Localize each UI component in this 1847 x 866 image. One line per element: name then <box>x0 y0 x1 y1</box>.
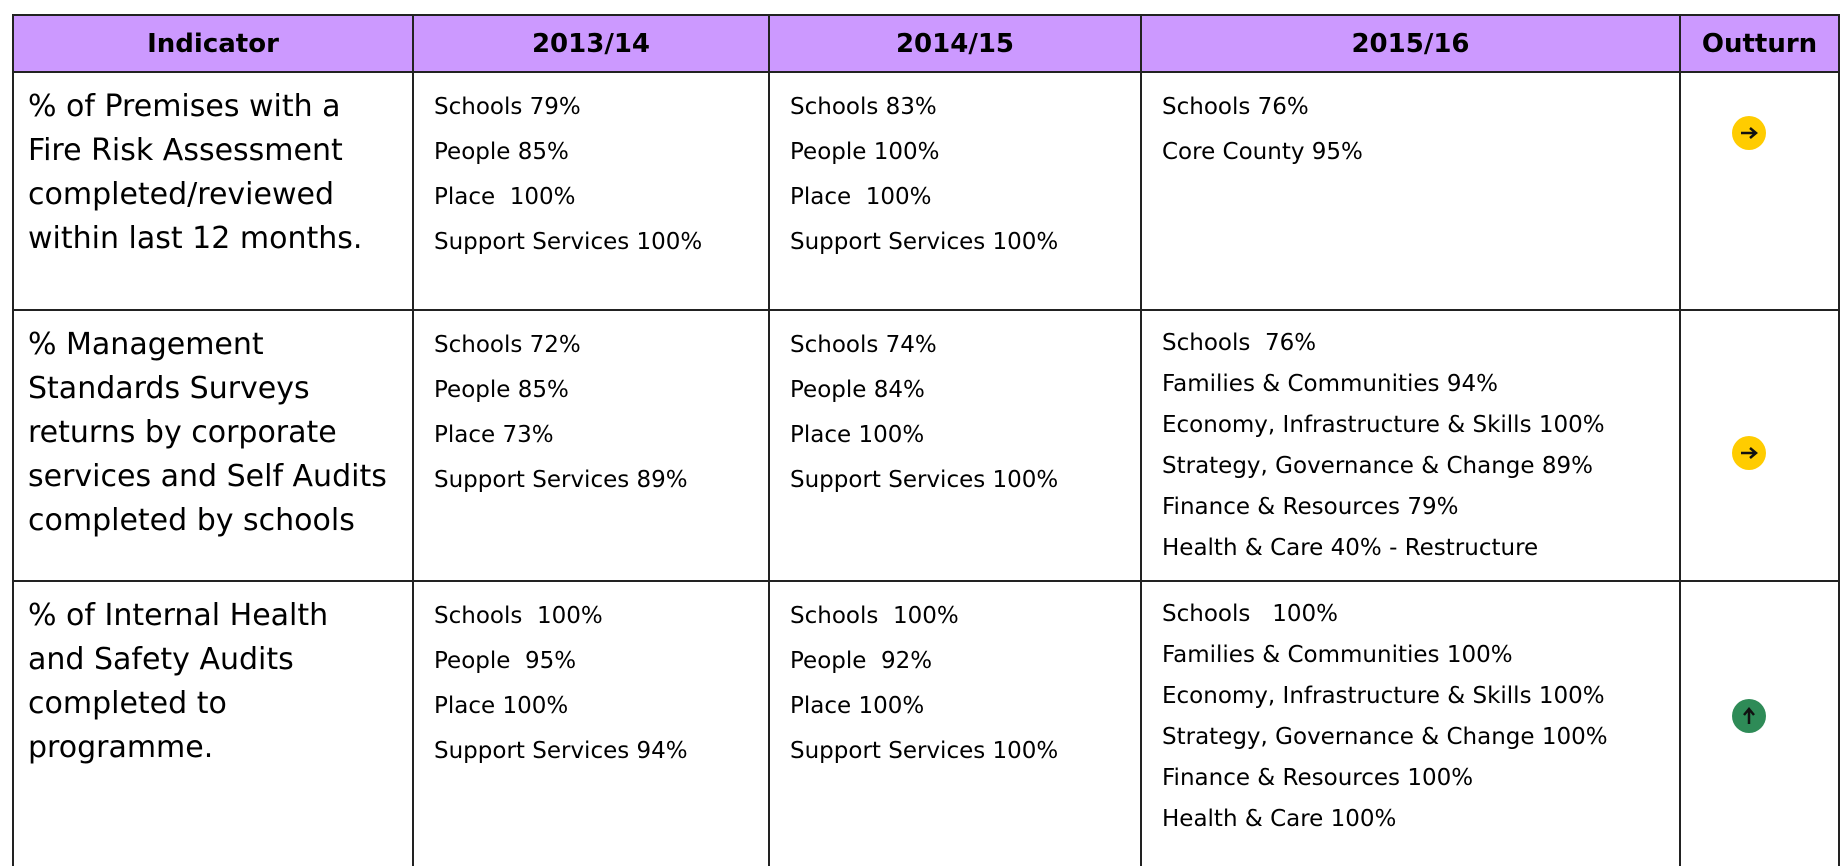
value-line: Schools 100% <box>434 603 603 629</box>
value-line: Support Services 94% <box>434 738 688 764</box>
value-line: Strategy, Governance & Change 89% <box>1162 453 1593 479</box>
value-cell: Schools 79% People 85% Place 100% Support S… <box>412 72 770 311</box>
value-line: People 85% <box>434 377 569 403</box>
value-line: Schools 83% <box>790 94 937 120</box>
value-line: Support Services 100% <box>790 229 1059 255</box>
outturn-icon <box>1732 116 1766 150</box>
indicator-line: completed by schools <box>28 503 355 538</box>
indicator-line: services and Self Audits <box>28 459 387 494</box>
indicator-line: % Management <box>28 327 264 362</box>
value-line: Place 100% <box>434 184 576 210</box>
value-line: People 92% <box>790 648 933 674</box>
indicator-line: Standards Surveys <box>28 371 310 406</box>
indicator-line: within last 12 months. <box>28 221 363 256</box>
value-line: Economy, Infrastructure & Skills 100% <box>1162 412 1605 438</box>
value-line: Place 100% <box>434 693 569 719</box>
outturn-cell <box>1679 72 1840 311</box>
value-line: Schools 100% <box>1162 601 1339 627</box>
value-line: People 85% <box>434 139 569 165</box>
value-line: Support Services 100% <box>790 467 1059 493</box>
value-line: Finance & Resources 100% <box>1162 765 1474 791</box>
value-line: Support Services 89% <box>434 467 688 493</box>
row: % of Premises with a Fire Risk Assessment… <box>12 72 1840 311</box>
value-cell: Schools 100% People 95% Place 100% Support … <box>412 581 770 866</box>
value-line: People 100% <box>790 139 940 165</box>
header-cell: Indicator <box>12 14 414 73</box>
row: % of Internal Health and Safety Audits com… <box>12 581 1840 866</box>
value-line: Families & Communities 94% <box>1162 371 1498 397</box>
indicator-line: and Safety Audits <box>28 642 294 677</box>
value-line: Place 100% <box>790 184 932 210</box>
value-line: Schools 100% <box>790 603 959 629</box>
value-line: People 84% <box>790 377 925 403</box>
value-line: Strategy, Governance & Change 100% <box>1162 724 1608 750</box>
header-cell: 2013/14 <box>412 14 770 73</box>
header-cell: 2015/16 <box>1140 14 1681 73</box>
value-line: People 95% <box>434 648 577 674</box>
indicator-line: % of Internal Health <box>28 598 329 633</box>
value-line: Schools 76% <box>1162 94 1309 120</box>
value-line: Schools 72% <box>434 332 581 358</box>
indicator-line: Fire Risk Assessment <box>28 133 343 168</box>
value-line: Schools 79% <box>434 94 581 120</box>
indicator-line: returns by corporate <box>28 415 337 450</box>
value-line: Economy, Infrastructure & Skills 100% <box>1162 683 1605 709</box>
indicator-line: completed to <box>28 686 227 721</box>
outturn-icon <box>1732 436 1766 470</box>
outturn-icon <box>1732 699 1766 733</box>
header-cell: 2014/15 <box>768 14 1142 73</box>
value-line: Core County 95% <box>1162 139 1363 165</box>
value-cell: Schools 72% People 85% Place 73% Support Se… <box>412 310 770 582</box>
value-cell: Schools 76% Families & Communities 94% Eco… <box>1140 310 1681 582</box>
value-cell: Schools 83% People 100% Place 100% Support … <box>768 72 1142 311</box>
value-line: Families & Communities 100% <box>1162 642 1513 668</box>
outturn-cell <box>1679 310 1840 582</box>
header-cell: Outturn <box>1679 14 1840 73</box>
value-line: Place 100% <box>790 693 925 719</box>
value-line: Place 100% <box>790 422 925 448</box>
indicator-cell: % of Internal Health and Safety Audits com… <box>12 581 414 866</box>
value-cell: Schools 100% Families & Communities 100% E… <box>1140 581 1681 866</box>
value-line: Schools 76% <box>1162 330 1317 356</box>
indicator-line: % of Premises with a <box>28 89 341 124</box>
value-cell: Schools 76% Core County 95% <box>1140 72 1681 311</box>
indicator-table: Indicator 2013/14 2014/15 2015/16 Outtur… <box>12 14 1840 866</box>
indicator-cell: % Management Standards Surveys returns by … <box>12 310 414 582</box>
value-line: Schools 74% <box>790 332 937 358</box>
row: % Management Standards Surveys returns by … <box>12 310 1840 582</box>
value-cell: Schools 74% People 84% Place 100% Support S… <box>768 310 1142 582</box>
value-line: Health & Care 40% - Restructure <box>1162 535 1539 561</box>
value-line: Support Services 100% <box>790 738 1059 764</box>
header-row: Indicator 2013/14 2014/15 2015/16 Outtur… <box>12 14 1840 73</box>
indicator-line: programme. <box>28 730 214 765</box>
indicator-line: completed/reviewed <box>28 177 334 212</box>
value-cell: Schools 100% People 92% Place 100% Support … <box>768 581 1142 866</box>
value-line: Finance & Resources 79% <box>1162 494 1459 520</box>
value-line: Place 73% <box>434 422 554 448</box>
value-line: Health & Care 100% <box>1162 806 1397 832</box>
indicator-cell: % of Premises with a Fire Risk Assessment… <box>12 72 414 311</box>
outturn-cell <box>1679 581 1840 866</box>
value-line: Support Services 100% <box>434 229 703 255</box>
